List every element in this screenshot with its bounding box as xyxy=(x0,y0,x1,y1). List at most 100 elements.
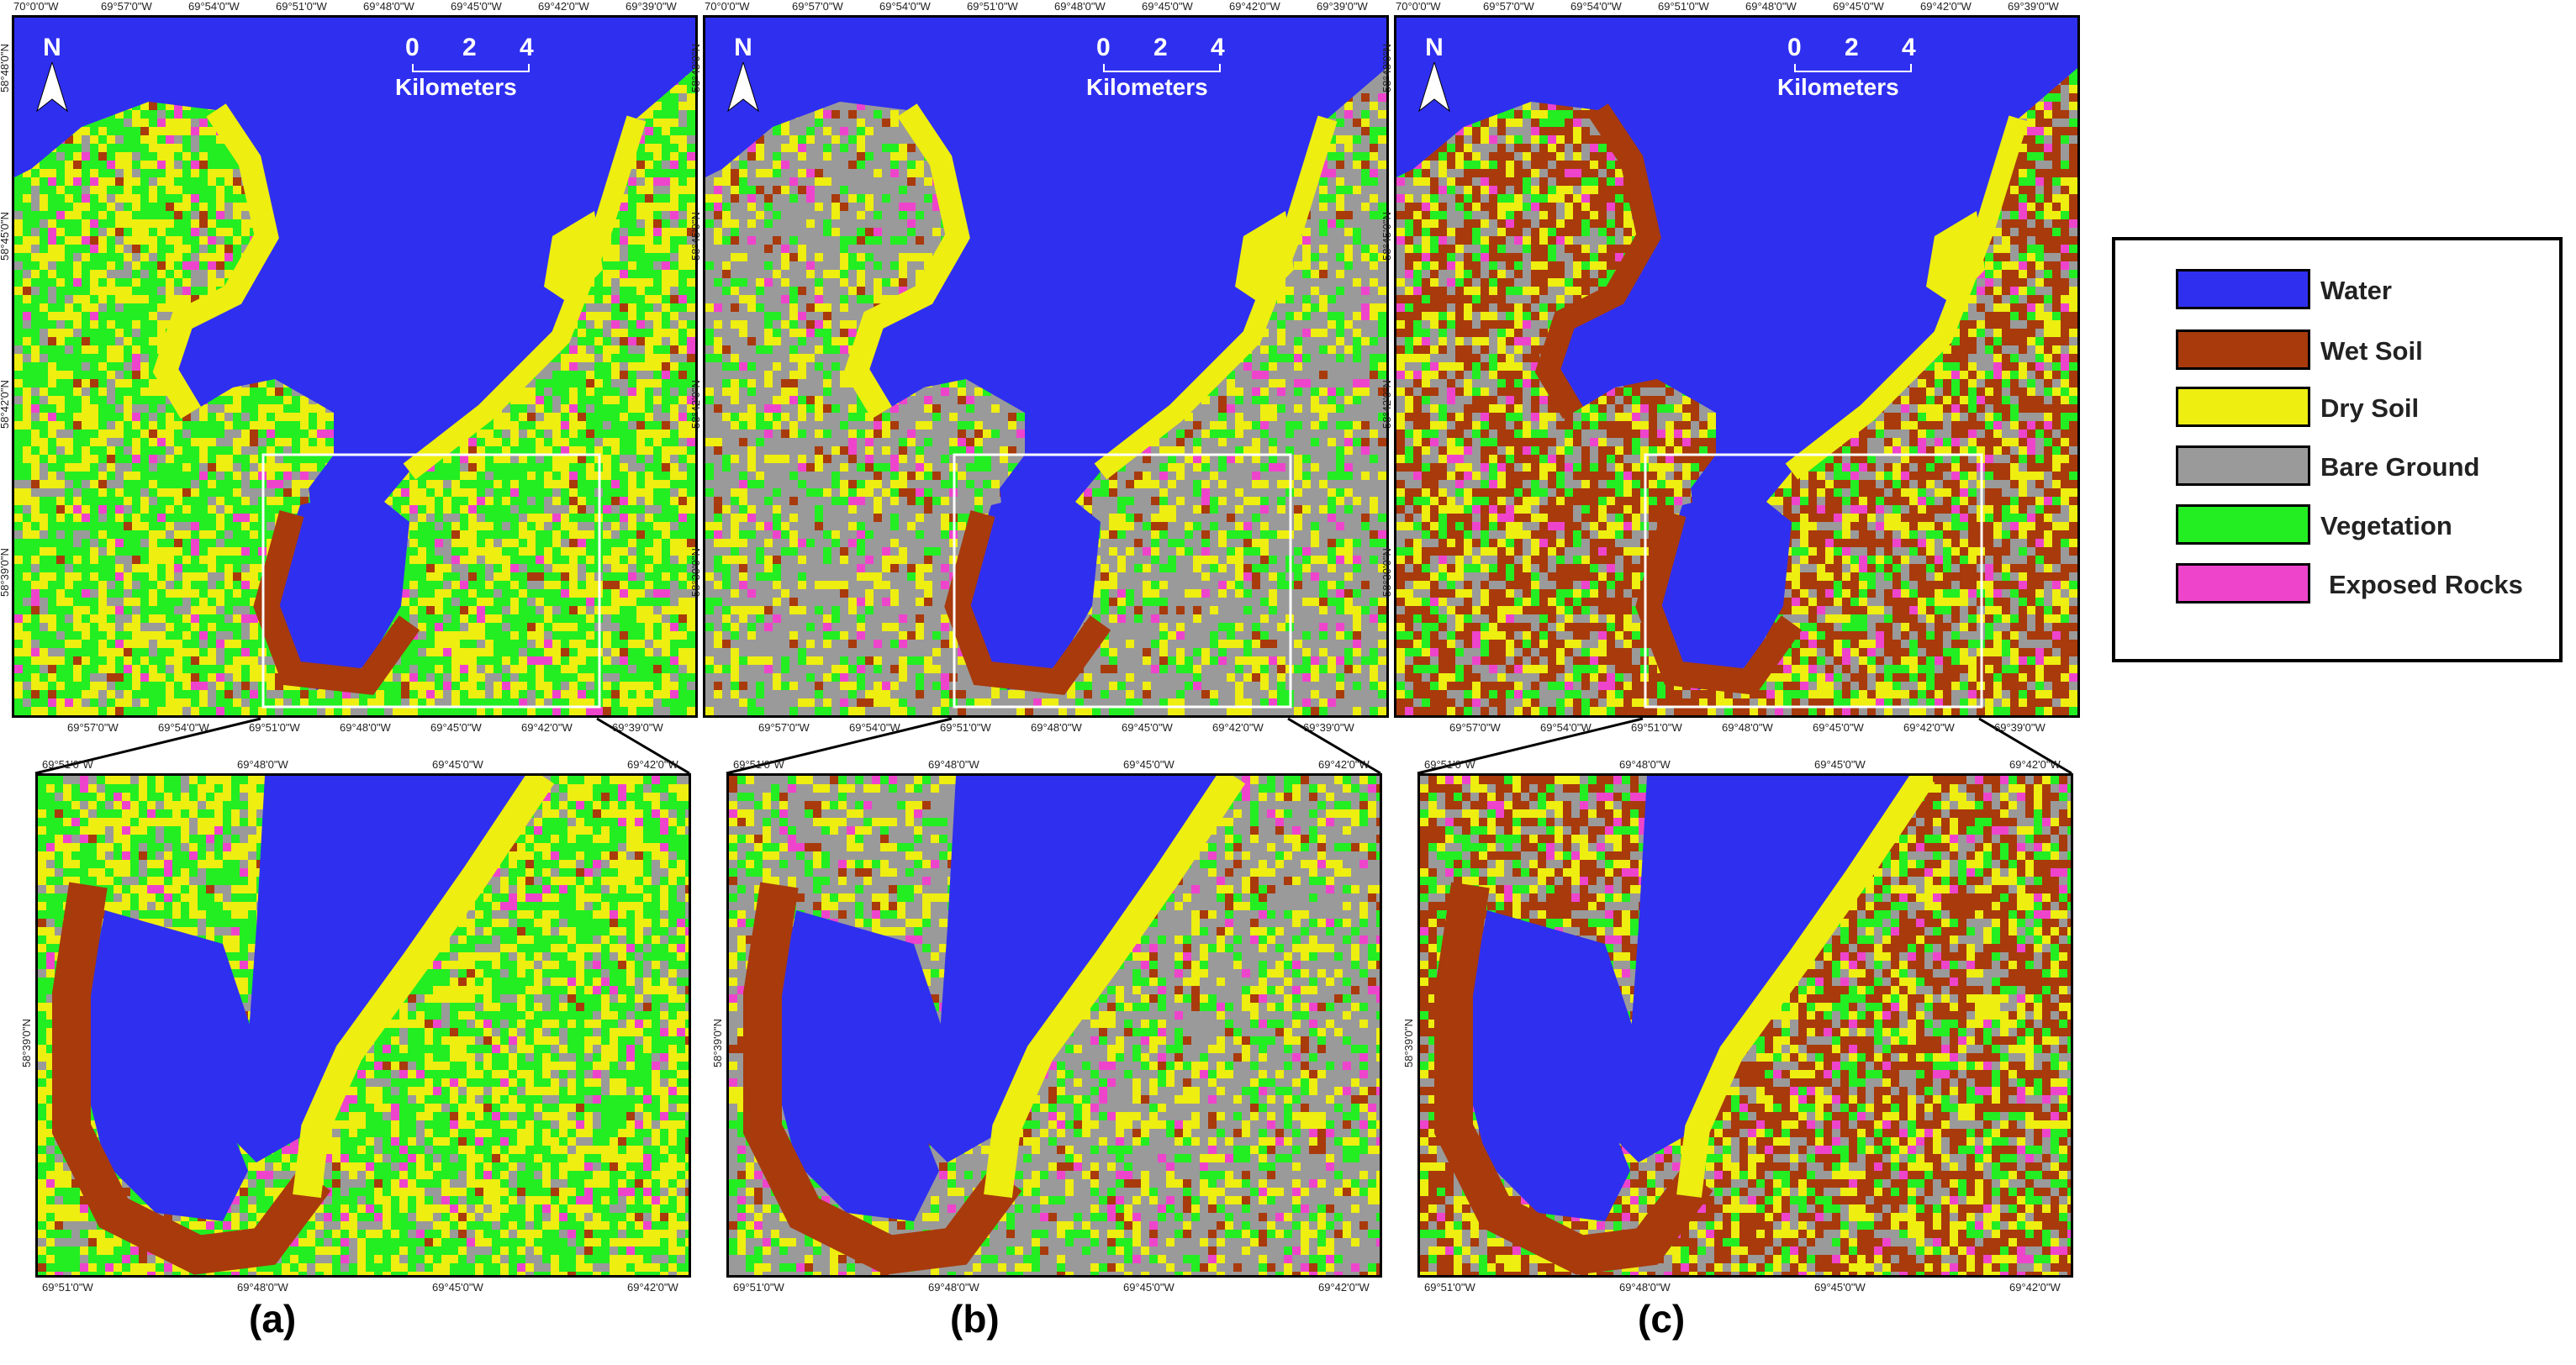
coordinate-label: 69°42'0"W xyxy=(2009,758,2061,771)
coordinate-label: 69°57'0"W xyxy=(1449,721,1501,734)
coordinate-label: 69°57'0"W xyxy=(792,0,843,13)
zoom-box-a xyxy=(261,453,601,709)
north-arrow-icon xyxy=(727,61,759,113)
water-bay-c xyxy=(1649,488,1792,690)
coordinate-label: 69°42'0"W xyxy=(2009,1281,2061,1294)
coordinate-label: 69°42'0"W xyxy=(1318,758,1370,771)
zoom-dry-c xyxy=(1676,776,1935,1198)
coordinate-label: 58°48'0"N xyxy=(0,44,11,92)
coordinate-label: 69°42'0"W xyxy=(1318,1281,1370,1294)
caption-b: (b) xyxy=(950,1296,1000,1341)
coordinate-label: 69°48'0"W xyxy=(1619,758,1671,771)
coordinate-label: 69°57'0"W xyxy=(67,721,119,734)
coordinate-label: 69°45'0"W xyxy=(1122,721,1173,734)
north-label: N xyxy=(726,34,760,62)
scale-tick-0: 0 xyxy=(405,34,420,62)
zoom-dry-b xyxy=(984,776,1246,1199)
zoom-map-c xyxy=(1420,776,2071,1275)
legend-swatch xyxy=(2176,387,2310,427)
coordinate-label: 58°48'0"N xyxy=(1380,44,1393,92)
coordinate-label: 58°45'0"N xyxy=(1380,212,1393,261)
zoom-water-c xyxy=(1605,776,1924,1162)
coordinate-label: 69°54'0"W xyxy=(1570,0,1622,13)
coordinate-label: 69°42'0"W xyxy=(1903,721,1955,734)
scale-tick-0: 0 xyxy=(1096,34,1111,62)
coordinate-label: 69°42'0"W xyxy=(627,1281,678,1294)
coordinate-label: 69°51'0"W xyxy=(733,1281,784,1294)
legend-label: Wet Soil xyxy=(2320,336,2423,366)
coordinate-label: 69°48'0"W xyxy=(1031,721,1082,734)
map-panel-c xyxy=(1394,15,2080,718)
coordinate-label: 70°0'0"W xyxy=(13,0,59,13)
coordinate-label: 58°39'0"N xyxy=(689,548,702,597)
coordinate-label: 69°45'0"W xyxy=(432,1281,483,1294)
coordinate-label: 69°39'0"W xyxy=(1317,0,1368,13)
classified-map-c xyxy=(1396,18,2077,715)
coordinate-label: 69°51'0"W xyxy=(276,0,327,13)
east-shore-c xyxy=(1785,115,2029,480)
north-label: N xyxy=(35,34,69,62)
scale-tick-2: 2 xyxy=(1153,34,1168,62)
coordinate-label: 69°45'0"W xyxy=(430,721,482,734)
scale-unit: Kilometers xyxy=(1086,74,1238,101)
coordinate-label: 69°51'0"W xyxy=(940,721,991,734)
coordinate-label: 69°42'0"W xyxy=(627,758,678,771)
scale-tick-4: 4 xyxy=(1211,34,1225,62)
coordinate-label: 69°45'0"W xyxy=(1123,758,1175,771)
zoom-panel-a xyxy=(35,773,691,1278)
coordinate-label: 58°39'0"N xyxy=(1380,548,1393,597)
legend-label: Water xyxy=(2320,276,2392,306)
coordinate-label: 69°48'0"W xyxy=(1745,0,1797,13)
shore-bay-c xyxy=(1635,510,1803,695)
connector-c-left xyxy=(1417,717,1644,775)
coordinate-label: 69°51'0"W xyxy=(249,721,300,734)
coordinate-label: 69°42'0"W xyxy=(538,0,589,13)
coordinate-label: 69°51'0"W xyxy=(42,758,93,771)
coordinate-label: 69°39'0"W xyxy=(1994,721,2045,734)
zoom-box-b xyxy=(953,453,1292,709)
caption-a: (a) xyxy=(249,1296,296,1341)
coordinate-label: 69°48'0"W xyxy=(340,721,391,734)
coordinate-label: 69°54'0"W xyxy=(1540,721,1592,734)
zoom-bay-a xyxy=(88,910,256,1221)
coordinate-label: 69°57'0"W xyxy=(758,721,810,734)
scale-unit: Kilometers xyxy=(1777,74,1929,101)
coordinate-label: 69°51'0"W xyxy=(1424,1281,1475,1294)
coordinate-label: 69°54'0"W xyxy=(879,0,931,13)
coordinate-label: 58°39'0"N xyxy=(20,1019,33,1067)
scale-unit: Kilometers xyxy=(395,74,546,101)
zoom-dry-a xyxy=(293,776,555,1199)
coordinate-label: 69°42'0"W xyxy=(1920,0,1972,13)
coordinate-label: 69°45'0"W xyxy=(1813,721,1864,734)
coordinate-label: 69°39'0"W xyxy=(2008,0,2059,13)
legend: Water Wet Soil Dry Soil Bare Ground Vege… xyxy=(2112,237,2563,662)
coordinate-label: 69°42'0"W xyxy=(521,721,573,734)
coordinate-label: 69°45'0"W xyxy=(1833,0,1884,13)
coordinate-label: 70°0'0"W xyxy=(1396,0,1441,13)
coordinate-label: 69°51'0"W xyxy=(967,0,1018,13)
coordinate-label: 69°45'0"W xyxy=(1814,758,1866,771)
coordinate-label: 58°45'0"N xyxy=(0,212,11,261)
coordinate-label: 69°48'0"W xyxy=(237,1281,288,1294)
coordinate-label: 69°45'0"W xyxy=(451,0,502,13)
coordinate-label: 69°39'0"W xyxy=(612,721,663,734)
legend-swatch xyxy=(2176,329,2310,370)
connector-a-right xyxy=(596,717,690,775)
water-main-a xyxy=(14,18,695,564)
coordinate-label: 69°51'0"W xyxy=(1424,758,1475,771)
shore-bay-b xyxy=(944,510,1111,695)
map-panel-a xyxy=(12,15,698,718)
coordinate-label: 69°51'0"W xyxy=(733,758,784,771)
coordinate-label: 58°39'0"N xyxy=(0,548,11,597)
map-panel-b xyxy=(703,15,1389,718)
east-shore-b xyxy=(1094,115,1338,480)
coordinate-label: 58°48'0"N xyxy=(689,44,702,92)
coordinate-label: 69°39'0"W xyxy=(626,0,677,13)
zoom-map-b xyxy=(729,776,1380,1275)
coordinate-label: 69°51'0"W xyxy=(1658,0,1709,13)
caption-c: (c) xyxy=(1638,1296,1685,1341)
shore-bay-a xyxy=(253,510,420,695)
coordinate-label: 69°48'0"W xyxy=(1722,721,1773,734)
coordinate-label: 69°39'0"W xyxy=(1303,721,1354,734)
